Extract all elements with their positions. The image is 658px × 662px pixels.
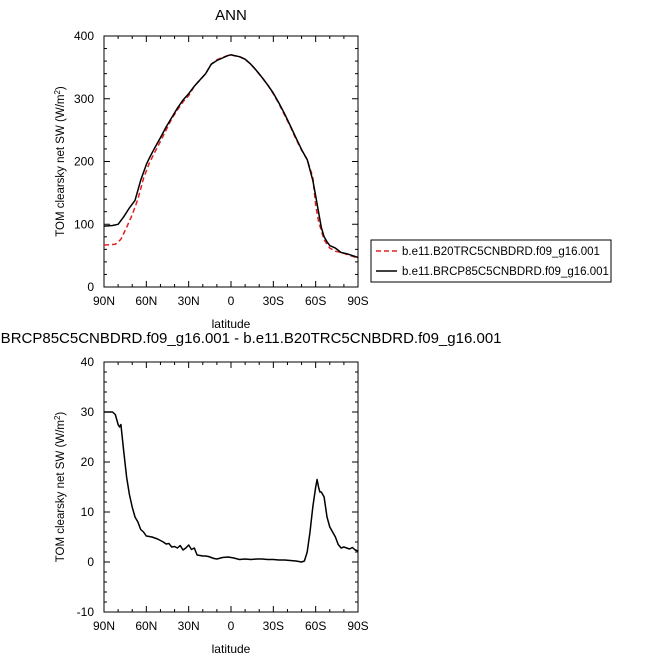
legend: b.e11.B20TRC5CNBDRD.f09_g16.001 b.e11.BR… — [370, 239, 612, 283]
panel1-xtick-label: 60N — [135, 294, 157, 308]
panel1-xtick-label: 90S — [347, 294, 368, 308]
legend-box — [370, 239, 612, 283]
panel2-ylabel: TOM clearsky net SW (W/m2) — [53, 412, 67, 563]
legend-label-b20trc: b.e11.B20TRC5CNBDRD.f09_g16.001 — [402, 246, 600, 258]
panel2-series-group — [104, 411, 359, 563]
panel2-xlabel: latitude — [212, 642, 251, 656]
panel2-xtick-label: 30N — [178, 619, 200, 633]
panel2-ytick-label: 10 — [81, 505, 95, 519]
panel2-title: .BRCP85C5CNBDRD.f09_g16.001 - b.e11.B20T… — [0, 330, 501, 347]
panel2-xtick-label: 30S — [263, 619, 284, 633]
panel1-frame — [103, 35, 359, 288]
panel2-plot-area — [103, 361, 359, 613]
panel1-xtick-label: 90N — [93, 294, 115, 308]
legend-label-brcp85: b.e11.BRCP85C5CNBDRD.f09_g16.001 — [402, 266, 609, 278]
panel2-x-axis: 90N 60N 30N 0 30S 60S 90S — [93, 362, 369, 633]
panel2-ytick-label: 0 — [87, 555, 94, 569]
panel2-ytick-label: 30 — [81, 405, 95, 419]
panel1-title: ANN — [215, 7, 247, 24]
panel2-xtick-label: 0 — [228, 619, 235, 633]
panel1-xtick-label: 30N — [178, 294, 200, 308]
panel1-ytick-label: 100 — [74, 217, 94, 231]
panel1-x-axis: 90N 60N 30N 0 30S 60S 90S — [93, 36, 369, 308]
panel1-ytick-label: 300 — [74, 92, 94, 106]
climatology-panel: ANN 90N 60N 30N 0 30S 60S 90S 0 100 200 300 400 la… — [53, 7, 369, 331]
panel1-xtick-label: 60S — [305, 294, 326, 308]
panel2-ytick-label: 40 — [81, 355, 95, 369]
panel1-xlabel: latitude — [212, 317, 251, 331]
panel1-ytick-label: 400 — [74, 29, 94, 43]
panel2-frame — [103, 361, 359, 613]
panel1-y-axis: 0 100 200 300 400 — [74, 29, 358, 294]
panel1-ylabel: TOM clearsky net SW (W/m2) — [53, 86, 67, 237]
difference-panel: .BRCP85C5CNBDRD.f09_g16.001 - b.e11.B20T… — [0, 330, 501, 656]
panel2-xtick-label: 90N — [93, 619, 115, 633]
panel1-series-line-1 — [103, 54, 359, 259]
panel2-xtick-label: 60N — [135, 619, 157, 633]
panel1-series-group — [103, 54, 359, 259]
panel1-xtick-label: 0 — [228, 294, 235, 308]
panel1-plot-area — [103, 35, 359, 288]
panel2-ytick-label: 20 — [81, 455, 95, 469]
panel2-series-line-1 — [104, 411, 359, 563]
panel2-ytick-label: -10 — [77, 605, 95, 619]
panel1-ytick-label: 0 — [87, 280, 94, 294]
panel2-xtick-label: 60S — [305, 619, 326, 633]
panel2-xtick-label: 90S — [347, 619, 368, 633]
panel1-xtick-label: 30S — [263, 294, 284, 308]
panel1-ytick-label: 200 — [74, 155, 94, 169]
panel1-series-line-2 — [103, 54, 359, 259]
panel2-y-axis: -10 0 10 20 30 40 — [77, 355, 358, 619]
